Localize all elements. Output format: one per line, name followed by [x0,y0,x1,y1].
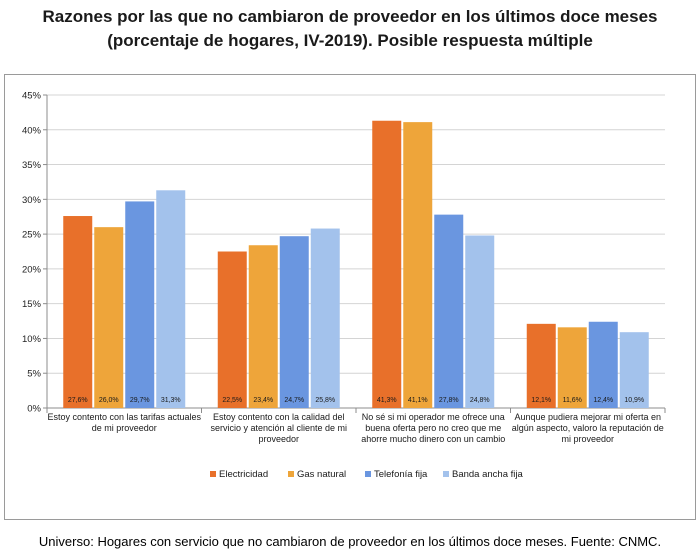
legend-swatch [365,471,371,477]
data-label: 41,3% [377,397,397,404]
bar [526,323,556,408]
bar [557,327,587,408]
bar [465,235,495,408]
bar [63,216,93,408]
y-tick-label: 40% [22,125,42,136]
data-label: 24,7% [284,397,304,404]
category-label: No sé si mi operador me ofrece una [362,412,505,422]
legend-swatch [288,471,294,477]
data-label: 27,8% [439,397,459,404]
legend-label: Electricidad [219,469,268,480]
data-label: 10,9% [624,397,644,404]
bar [125,201,155,408]
bar [279,236,309,408]
y-tick-label: 25% [22,230,42,241]
category-label: de mi proveedor [92,423,157,433]
bar-chart: 0% 5% 10% 15% 20% 25% 30% 35% 40% 45% 27,6% 26,0% 29… [22,91,666,480]
y-tick-label: 10% [22,334,42,345]
chart-title-line2: (porcentaje de hogares, IV-2019). Posibl… [107,31,593,50]
category-label: servicio y atención al cliente de mi [210,423,347,433]
bar [434,214,464,408]
data-label: 41,1% [408,397,428,404]
data-label: 25,8% [315,397,335,404]
chart-title-line1: Razones por las que no cambiaron de prov… [42,7,658,26]
y-tick-label: 20% [22,264,42,275]
bar [588,321,618,408]
legend-label: Gas natural [297,469,346,480]
y-tick-label: 0% [27,404,41,415]
bar [94,227,124,408]
bar [156,190,186,408]
category-label: Aunque pudiera mejorar mi oferta en [514,412,661,422]
category-label: Estoy contento con las tarifas actuales [47,412,201,422]
bar [403,122,433,409]
legend-swatch [443,471,449,477]
category-label: ahorre mucho dinero con un cambio [361,434,505,444]
category-label: proveedor [258,434,299,444]
y-tick-label: 30% [22,195,42,206]
category-label: buena oferta pero no creo que me [365,423,501,433]
category-label: Estoy contento con la calidad del [213,412,345,422]
legend-swatch [210,471,216,477]
bar [248,245,278,408]
data-label: 12,4% [593,397,613,404]
bar [372,120,402,409]
legend-label: Telefonía fija [374,469,428,480]
data-label: 11,6% [563,397,582,404]
y-tick-label: 45% [22,91,42,102]
data-label: 23,4% [253,397,273,404]
footer-source: Universo: Hogares con servicio que no ca… [38,534,662,549]
y-tick-label: 15% [22,299,42,310]
data-label: 12,1% [531,397,551,404]
y-tick-label: 35% [22,160,42,171]
bar [619,332,649,408]
category-label: mi proveedor [561,434,614,444]
bar [310,228,340,408]
data-label: 29,7% [130,397,150,404]
category-label: algún aspecto, valoro la reputación de [512,423,664,433]
bar [217,251,247,408]
legend-label: Banda ancha fija [452,469,523,480]
data-label: 27,6% [68,397,88,404]
data-label: 31,3% [161,397,181,404]
data-label: 26,0% [99,397,119,404]
data-label: 22,5% [222,397,242,404]
y-tick-label: 5% [27,369,41,380]
data-label: 24,8% [470,397,490,404]
chart-frame: 0% 5% 10% 15% 20% 25% 30% 35% 40% 45% 27,6% 26,0% 29… [4,74,696,520]
